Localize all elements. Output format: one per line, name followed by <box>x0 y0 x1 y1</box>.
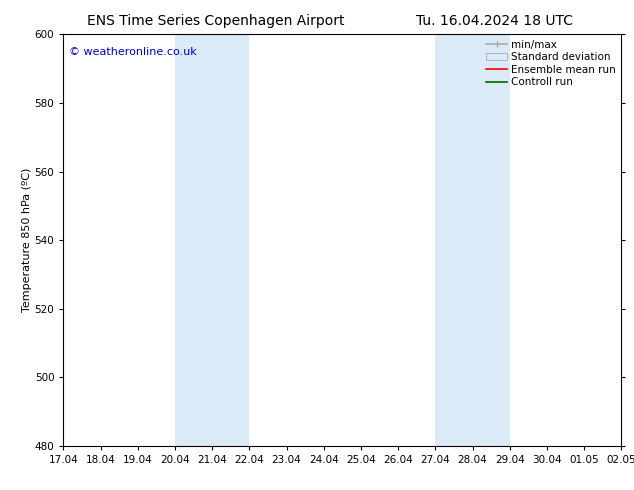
Bar <box>436 34 510 446</box>
Text: Tu. 16.04.2024 18 UTC: Tu. 16.04.2024 18 UTC <box>416 14 573 28</box>
Bar <box>175 34 249 446</box>
Y-axis label: Temperature 850 hPa (ºC): Temperature 850 hPa (ºC) <box>22 168 32 312</box>
Text: ENS Time Series Copenhagen Airport: ENS Time Series Copenhagen Airport <box>87 14 344 28</box>
Text: © weatheronline.co.uk: © weatheronline.co.uk <box>69 47 197 57</box>
Legend: min/max, Standard deviation, Ensemble mean run, Controll run: min/max, Standard deviation, Ensemble me… <box>484 37 618 89</box>
